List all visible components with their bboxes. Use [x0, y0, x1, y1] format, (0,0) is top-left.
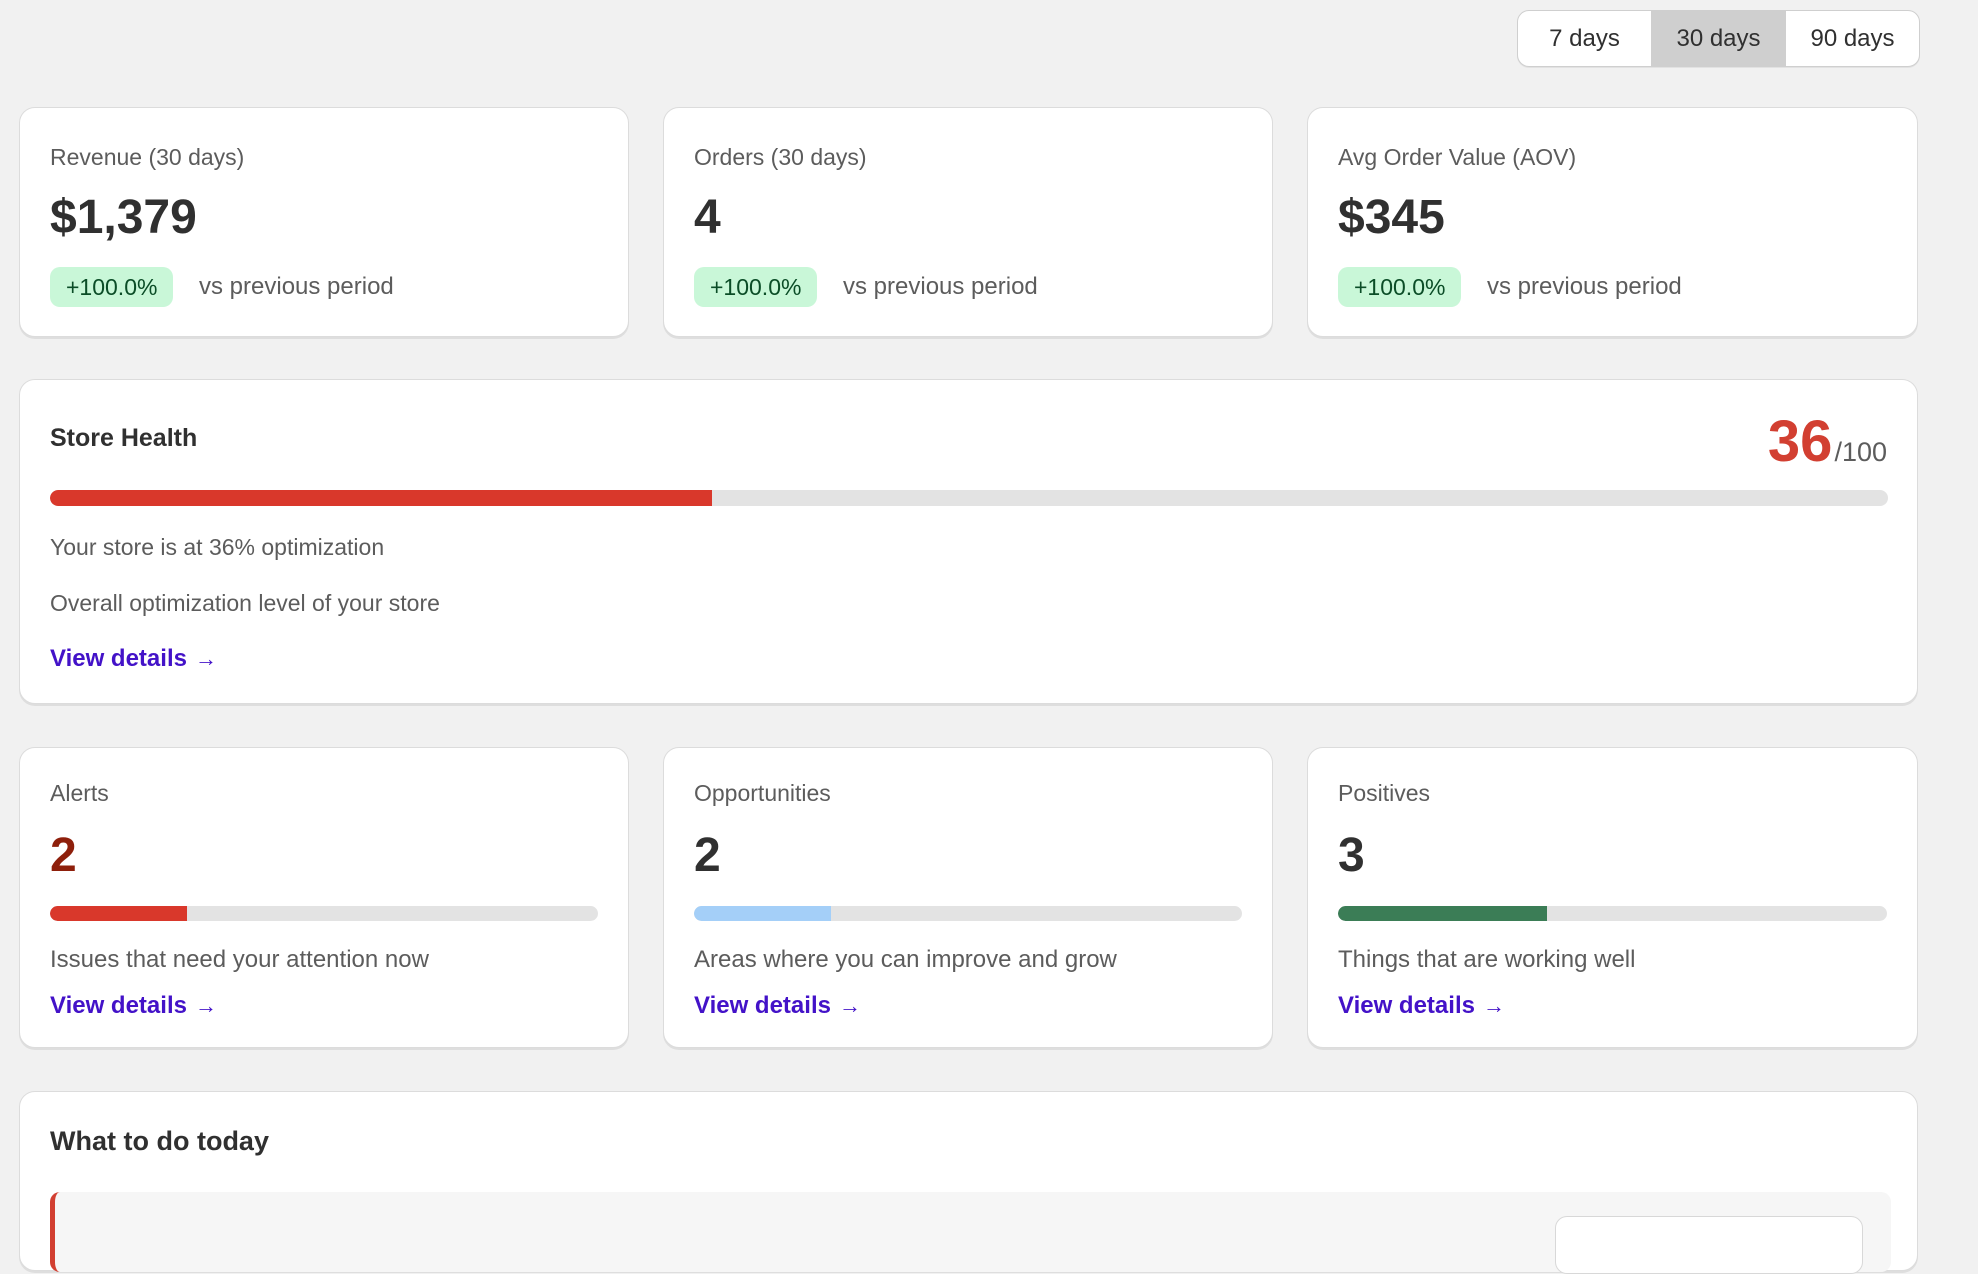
opportunities-value: 2 [694, 829, 721, 882]
opportunities-view-details-label: View details [694, 992, 831, 1019]
health-score: 36 /100 [1768, 408, 1887, 475]
opportunities-card: Opportunities 2 Areas where you can impr… [663, 747, 1273, 1048]
arrow-right-icon: → [194, 993, 217, 1018]
arrow-right-icon: → [1482, 993, 1505, 1018]
alerts-progress-track [50, 906, 598, 921]
store-health-card: Store Health 36 /100 Your store is at 36… [19, 379, 1918, 704]
health-progress-fill [50, 490, 712, 506]
orders-comparison: vs previous period [843, 273, 1038, 300]
revenue-change-badge: +100.0% [50, 267, 174, 307]
alerts-label: Alerts [50, 780, 109, 806]
orders-label: Orders (30 days) [694, 144, 867, 170]
positives-value: 3 [1338, 829, 1365, 882]
positives-view-details-link[interactable]: View details → [1338, 992, 1505, 1020]
alerts-description: Issues that need your attention now [50, 946, 429, 973]
period-selector: 7 days 30 days 90 days [1517, 10, 1920, 67]
alerts-value: 2 [50, 829, 77, 882]
todo-item[interactable] [50, 1192, 1891, 1274]
aov-card: Avg Order Value (AOV) $345 +100.0% vs pr… [1307, 107, 1918, 337]
positives-card: Positives 3 Things that are working well… [1307, 747, 1918, 1048]
revenue-comparison: vs previous period [199, 273, 394, 300]
alerts-progress-fill [50, 906, 187, 921]
revenue-label: Revenue (30 days) [50, 144, 245, 170]
orders-value: 4 [694, 191, 721, 244]
health-score-max: /100 [1834, 437, 1887, 467]
todo-card: What to do today [19, 1091, 1918, 1274]
period-30-days[interactable]: 30 days [1651, 11, 1785, 66]
health-description: Overall optimization level of your store [50, 590, 440, 616]
arrow-right-icon: → [194, 646, 217, 671]
revenue-value: $1,379 [50, 191, 197, 244]
period-90-days[interactable]: 90 days [1785, 11, 1919, 66]
positives-label: Positives [1338, 780, 1431, 806]
alerts-view-details-link[interactable]: View details → [50, 992, 217, 1020]
opportunities-label: Opportunities [694, 780, 831, 806]
aov-change-badge: +100.0% [1338, 267, 1462, 307]
positives-description: Things that are working well [1338, 946, 1636, 973]
alerts-card: Alerts 2 Issues that need your attention… [19, 747, 629, 1048]
alerts-view-details-label: View details [50, 992, 187, 1019]
orders-change-badge: +100.0% [694, 267, 818, 307]
period-7-days[interactable]: 7 days [1549, 24, 1620, 52]
todo-title: What to do today [50, 1126, 269, 1156]
revenue-card: Revenue (30 days) $1,379 +100.0% vs prev… [19, 107, 629, 337]
opportunities-progress-track [694, 906, 1242, 921]
health-status: Your store is at 36% optimization [50, 534, 385, 560]
opportunities-description: Areas where you can improve and grow [694, 946, 1117, 973]
health-view-details-label: View details [50, 645, 187, 672]
health-score-value: 36 [1767, 409, 1833, 474]
aov-comparison: vs previous period [1487, 273, 1682, 300]
health-progress-track [50, 490, 1888, 506]
aov-value: $345 [1338, 191, 1445, 244]
store-health-title: Store Health [50, 424, 198, 452]
opportunities-progress-fill [694, 906, 831, 921]
health-view-details-link[interactable]: View details → [50, 645, 217, 673]
arrow-right-icon: → [838, 993, 861, 1018]
orders-card: Orders (30 days) 4 +100.0% vs previous p… [663, 107, 1273, 337]
positives-view-details-label: View details [1338, 992, 1475, 1019]
positives-progress-track [1338, 906, 1887, 921]
positives-progress-fill [1338, 906, 1547, 921]
todo-action-button[interactable] [1555, 1216, 1863, 1274]
opportunities-view-details-link[interactable]: View details → [694, 992, 861, 1020]
aov-label: Avg Order Value (AOV) [1338, 144, 1577, 170]
